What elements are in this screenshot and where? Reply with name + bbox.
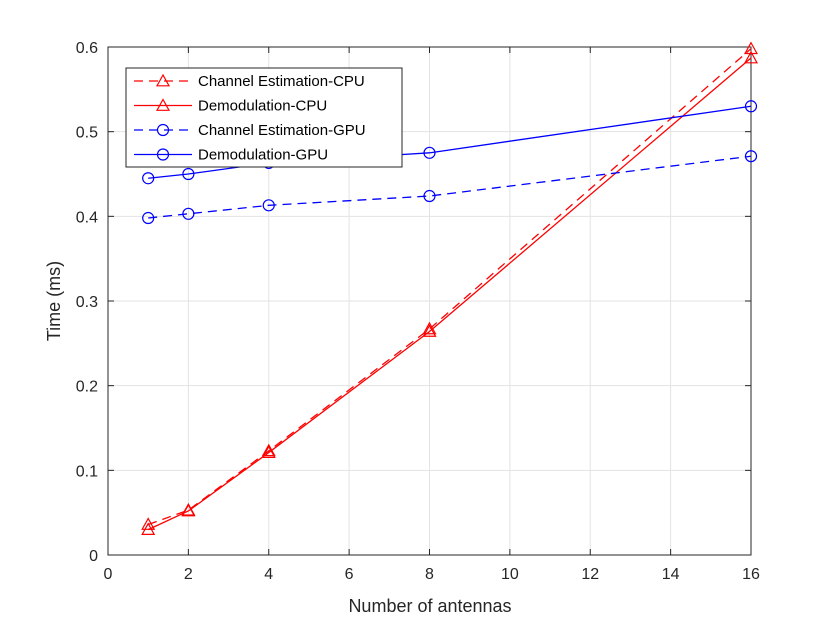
data-point-demodulation-cpu xyxy=(743,50,759,64)
legend-item-demodulation-cpu: Demodulation-CPU xyxy=(134,98,327,115)
y-tick-label: 0.1 xyxy=(76,463,98,480)
legend-label: Demodulation-CPU xyxy=(198,98,327,115)
x-tick-label: 4 xyxy=(264,566,273,583)
x-axis: 0 2 4 6 8 10 12 14 16 xyxy=(104,47,760,583)
data-point-demodulation-cpu xyxy=(422,324,437,337)
legend-marker xyxy=(156,148,170,161)
legend-marker xyxy=(155,98,171,111)
y-tick-label: 0.5 xyxy=(76,125,98,142)
x-tick-label: 2 xyxy=(184,566,193,583)
y-tick-label: 0.4 xyxy=(76,209,98,226)
y-tick-label: 0.6 xyxy=(76,40,98,57)
y-tick-label: 0.2 xyxy=(76,379,98,396)
series-channel-estimation-gpu xyxy=(142,150,758,225)
x-tick-label: 6 xyxy=(345,566,354,583)
y-tick-label: 0.3 xyxy=(76,294,98,311)
legend-item-demodulation-gpu: Demodulation-GPU xyxy=(134,147,328,164)
data-point-demodulation-cpu xyxy=(141,522,156,536)
series-line-channel-estimation-cpu xyxy=(147,48,752,526)
data-point-demodulation-gpu xyxy=(182,167,195,181)
series-line-demodulation-cpu xyxy=(147,57,752,531)
data-point-channel-estimation-cpu xyxy=(743,41,759,55)
y-tick-label: 0 xyxy=(89,548,98,565)
x-tick-label: 10 xyxy=(501,566,519,583)
data-point-channel-estimation-gpu xyxy=(744,150,758,163)
data-point-channel-estimation-gpu xyxy=(423,189,436,203)
x-axis-label: Number of antennas xyxy=(348,596,511,616)
data-point-channel-estimation-gpu xyxy=(182,207,195,220)
x-tick-label: 16 xyxy=(742,566,760,583)
y-axis: 0 0.1 0.2 0.3 0.4 0.5 0.6 xyxy=(76,40,751,565)
legend-item-channel-estimation-gpu: Channel Estimation-GPU xyxy=(134,122,366,139)
x-tick-label: 14 xyxy=(662,566,680,583)
legend-marker xyxy=(155,73,171,87)
data-point-demodulation-cpu xyxy=(261,445,276,458)
legend-box xyxy=(125,67,403,168)
legend: Channel Estimation-CPU Demodulation-CPU Ch… xyxy=(125,67,403,168)
data-point-demodulation-gpu xyxy=(423,146,436,159)
legend-label: Demodulation-GPU xyxy=(198,147,328,164)
legend-item-channel-estimation-cpu: Channel Estimation-CPU xyxy=(134,73,365,90)
data-point-demodulation-cpu xyxy=(181,503,196,517)
series-demodulation-cpu xyxy=(141,50,759,536)
legend-label: Channel Estimation-GPU xyxy=(198,122,366,139)
legend-marker xyxy=(156,123,170,137)
series-line-channel-estimation-gpu xyxy=(148,155,752,219)
data-point-demodulation-gpu xyxy=(744,100,758,113)
x-tick-label: 0 xyxy=(104,566,113,583)
y-axis-label: Time (ms) xyxy=(44,261,64,341)
legend-label: Channel Estimation-CPU xyxy=(198,73,365,90)
data-point-channel-estimation-gpu xyxy=(142,211,155,225)
data-point-channel-estimation-gpu xyxy=(262,199,275,212)
grid xyxy=(107,46,752,556)
data-point-demodulation-gpu xyxy=(142,172,155,185)
x-tick-label: 8 xyxy=(425,566,434,583)
x-tick-label: 12 xyxy=(581,566,599,583)
